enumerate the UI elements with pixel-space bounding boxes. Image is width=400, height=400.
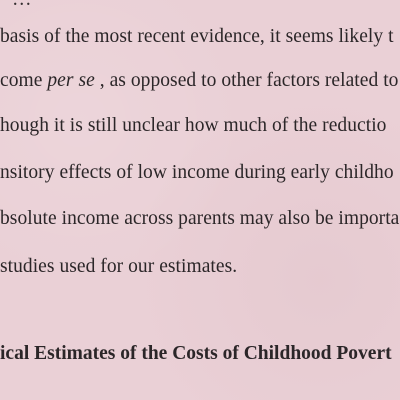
paragraph-line-5: bsolute income across parents may also b… [0,208,400,229]
section-heading: ical Estimates of the Costs of Childhood… [0,343,392,364]
paragraph-line-2-end: , as opposed to other factors related to [99,70,399,91]
paragraph-line-6: studies used for our estimates. [0,256,238,277]
paragraph-line-2-start: come [0,70,43,91]
italic-phrase: per se [47,70,95,91]
paragraph-line-1: basis of the most recent evidence, it se… [0,26,394,47]
paragraph-line-4: nsitory effects of low income during ear… [0,162,394,183]
paragraph-line-3: hough it is still unclear how much of th… [0,115,387,136]
partial-top-line: … [12,0,32,10]
paragraph-line-2: come per se , as opposed to other factor… [0,71,398,91]
